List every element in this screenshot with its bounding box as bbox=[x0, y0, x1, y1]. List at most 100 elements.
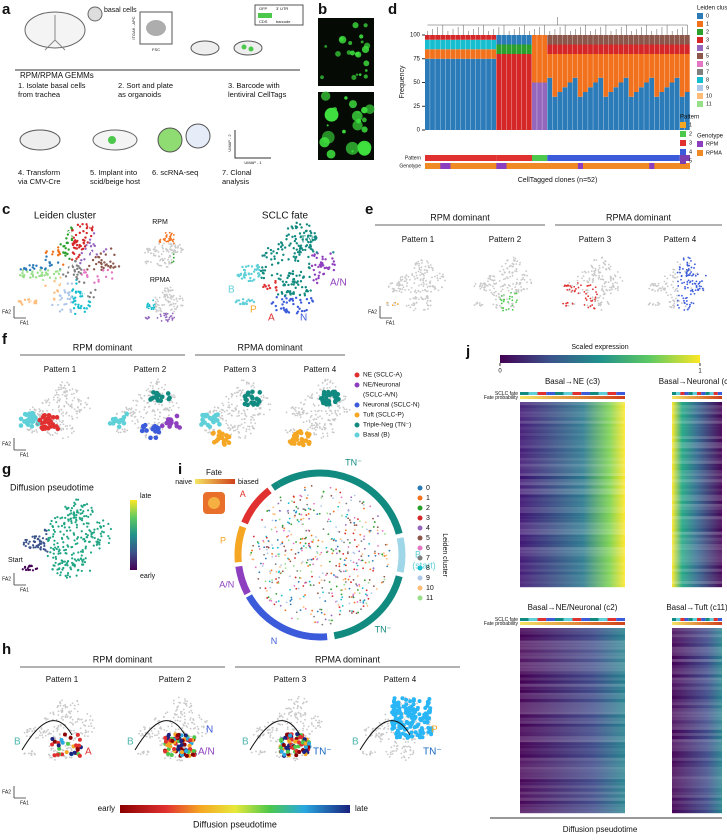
cell-point bbox=[274, 604, 276, 606]
legend-swatch bbox=[418, 496, 423, 501]
cell-point bbox=[392, 291, 394, 293]
cell-point bbox=[354, 529, 356, 531]
cell-point bbox=[263, 546, 265, 548]
cell-point bbox=[688, 307, 690, 309]
cell-point bbox=[593, 275, 595, 277]
cell-point bbox=[65, 396, 67, 398]
cell-point bbox=[336, 600, 338, 602]
cell-point bbox=[67, 248, 69, 250]
cell-point bbox=[168, 261, 170, 263]
label: 4 bbox=[426, 525, 430, 532]
cell-point bbox=[679, 272, 681, 274]
cell-point bbox=[300, 538, 302, 540]
cell-point bbox=[275, 520, 277, 522]
cell-point bbox=[192, 719, 194, 721]
cell-point bbox=[154, 719, 156, 721]
cell-point bbox=[428, 305, 430, 307]
cell-point bbox=[93, 268, 95, 270]
stack-segment bbox=[466, 35, 471, 40]
cell-point bbox=[332, 251, 334, 253]
cell-point bbox=[197, 731, 199, 733]
cell-point bbox=[421, 262, 423, 264]
cell-point bbox=[35, 409, 37, 411]
cell-point bbox=[335, 396, 340, 401]
legend-swatch bbox=[355, 373, 360, 378]
stack-segment bbox=[608, 35, 613, 45]
pattern-bar bbox=[425, 155, 496, 161]
cell-point bbox=[694, 293, 696, 295]
legend-swatch bbox=[697, 93, 703, 99]
cell-point bbox=[325, 574, 327, 576]
fate-ring-segment bbox=[279, 473, 399, 534]
cell-point bbox=[499, 280, 501, 282]
cell-point bbox=[259, 728, 261, 730]
cell-point bbox=[293, 510, 295, 512]
stack-segment bbox=[670, 83, 675, 131]
cell-point bbox=[295, 275, 297, 277]
cell-point bbox=[62, 719, 64, 721]
stack-segment bbox=[563, 54, 568, 87]
stack-segment bbox=[486, 35, 491, 40]
cell-point bbox=[567, 284, 569, 286]
cell-point bbox=[509, 296, 511, 298]
cell-point bbox=[148, 304, 150, 306]
cell-point bbox=[154, 734, 156, 736]
label: A/N bbox=[219, 580, 234, 590]
cell-point bbox=[165, 313, 167, 315]
stack-segment bbox=[425, 59, 430, 130]
cell-point bbox=[332, 497, 334, 499]
cell-point bbox=[327, 267, 329, 269]
stack-segment bbox=[598, 35, 603, 45]
cell-point bbox=[696, 280, 698, 282]
label: TN⁻ bbox=[375, 624, 392, 634]
cell-point bbox=[377, 545, 379, 547]
cell-point bbox=[46, 730, 48, 732]
legend-swatch bbox=[697, 61, 703, 67]
cell-point bbox=[159, 416, 161, 418]
cell-point bbox=[482, 283, 484, 285]
cell-point bbox=[49, 276, 51, 278]
cell-point bbox=[278, 582, 280, 584]
cell-point bbox=[75, 234, 77, 236]
cell-point bbox=[255, 408, 257, 410]
cell-point bbox=[432, 269, 434, 271]
cell-point bbox=[253, 419, 255, 421]
cell-point bbox=[91, 509, 93, 511]
cell-point bbox=[86, 526, 88, 528]
cell-point bbox=[61, 699, 63, 701]
cell-point bbox=[394, 290, 396, 292]
cell-point bbox=[90, 723, 92, 725]
stack-segment bbox=[512, 35, 517, 45]
cell-point bbox=[439, 273, 441, 275]
stack-segment bbox=[644, 83, 649, 131]
cell-point bbox=[265, 397, 267, 399]
cell-point bbox=[699, 281, 701, 283]
cell-point bbox=[130, 412, 132, 414]
cell-point bbox=[354, 539, 356, 541]
cell-point bbox=[238, 431, 240, 433]
cell-point bbox=[295, 588, 297, 590]
cell-point bbox=[246, 381, 248, 383]
cell-point bbox=[583, 275, 585, 277]
cell-point bbox=[430, 305, 432, 307]
cell-point bbox=[307, 441, 312, 446]
label: FA1 bbox=[20, 452, 29, 458]
stack-segment bbox=[481, 49, 486, 59]
cell-point bbox=[318, 720, 320, 722]
cell-point bbox=[319, 722, 321, 724]
cell-point bbox=[349, 576, 351, 578]
label: A/N bbox=[198, 747, 215, 758]
label: 3 bbox=[57, 300, 63, 311]
stack-segment bbox=[624, 78, 629, 130]
cell-point bbox=[74, 732, 76, 734]
cell-point bbox=[321, 495, 323, 497]
cell-point bbox=[146, 260, 148, 262]
cell-point bbox=[413, 276, 415, 278]
stack-segment bbox=[665, 35, 670, 45]
cell-point bbox=[66, 544, 68, 546]
label: B bbox=[228, 285, 235, 296]
cell-point bbox=[354, 602, 356, 604]
cell-point bbox=[179, 720, 181, 722]
cell-point bbox=[156, 381, 158, 383]
cell-point bbox=[29, 276, 31, 278]
